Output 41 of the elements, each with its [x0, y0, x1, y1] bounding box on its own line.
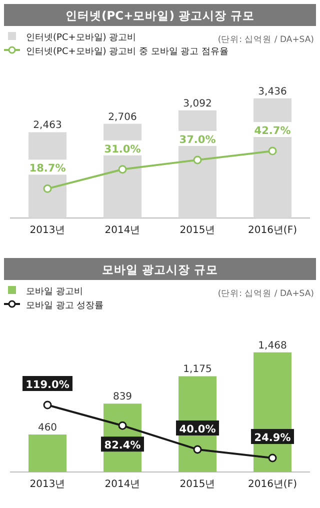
legend-label: 모바일 광고 성장률 [26, 301, 104, 311]
data-label: 24.9% [254, 432, 292, 444]
point [43, 184, 52, 193]
point [193, 156, 202, 164]
point [193, 445, 202, 454]
point [118, 421, 127, 430]
point [268, 146, 277, 156]
x-tick-label: 2016년(F) [248, 225, 298, 236]
legend-label: 인터넷(PC+모바일) 광고비 중 모바일 광고 점유율 [26, 47, 229, 57]
data-label: 2,706 [108, 112, 137, 123]
x-tick-label: 2013년 [30, 479, 66, 490]
point [118, 165, 127, 174]
point [43, 400, 52, 410]
data-label: 18.7% [29, 162, 66, 175]
data-label: 82.4% [104, 440, 142, 452]
data-label: 119.0% [26, 379, 70, 391]
data-label: 1,468 [258, 340, 287, 352]
chart-title: 인터넷(PC+모바일) 광고시장 규모 [65, 8, 255, 22]
x-tick-label: 2013년 [30, 225, 66, 236]
data-label: 31.0% [104, 143, 142, 156]
x-tick-label: 2016년(F) [248, 479, 298, 490]
data-label: 839 [112, 392, 132, 403]
chart-title: 모바일 광고시장 규모 [102, 262, 218, 276]
x-tick-label: 2015년 [180, 479, 216, 490]
text: (단위: 십억원 / DA+SA) [218, 289, 314, 299]
data-label: 3,436 [258, 86, 287, 98]
data-label: 2,463 [33, 120, 62, 132]
data-label: 1,175 [183, 364, 212, 376]
data-label: 37.0% [179, 134, 216, 146]
data-label: 42.7% [254, 125, 292, 137]
text: (단위: 십억원 / DA+SA) [218, 35, 314, 45]
legend-label: 인터넷(PC+모바일) 광고비 [26, 33, 136, 43]
data-label: 40.0% [179, 423, 216, 436]
bar [28, 434, 66, 472]
x-tick-label: 2014년 [104, 479, 140, 490]
data-label: 460 [38, 422, 58, 434]
x-tick-label: 2015년 [180, 225, 216, 236]
point [268, 454, 277, 462]
legend-label: 모바일 광고비 [26, 287, 83, 297]
x-tick-label: 2014년 [104, 225, 140, 236]
data-label: 3,092 [183, 98, 212, 110]
